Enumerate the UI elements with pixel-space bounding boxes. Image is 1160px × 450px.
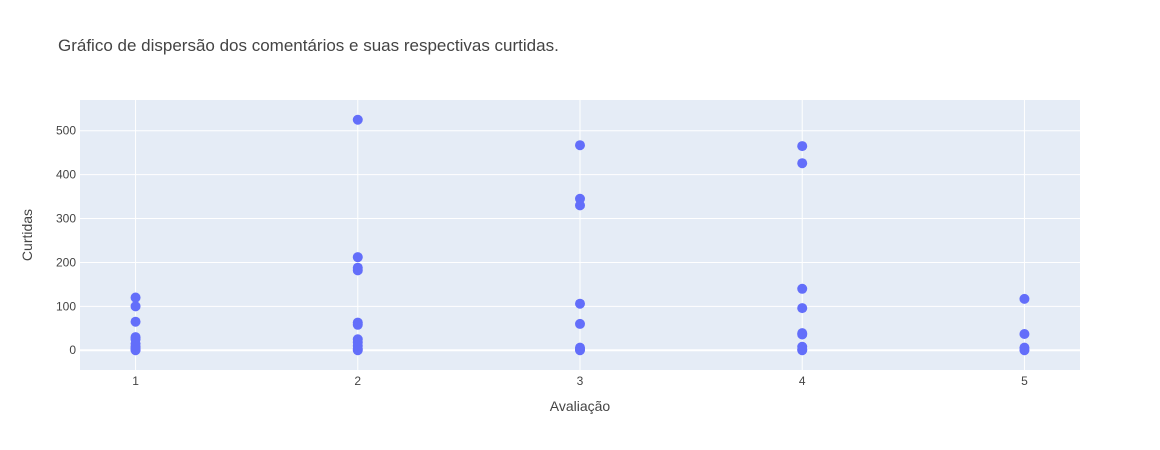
data-point[interactable] bbox=[797, 345, 808, 356]
y-tick-label: 500 bbox=[56, 124, 76, 138]
data-point[interactable] bbox=[1019, 293, 1030, 304]
x-axis-title: Avaliação bbox=[550, 398, 611, 414]
x-tick-label: 4 bbox=[799, 374, 806, 388]
data-point[interactable] bbox=[575, 345, 585, 356]
chart-title: Gráfico de dispersão dos comentários e s… bbox=[58, 36, 559, 55]
y-tick-label: 0 bbox=[69, 343, 76, 357]
y-tick-label: 200 bbox=[56, 255, 76, 269]
data-point[interactable] bbox=[352, 265, 363, 276]
x-tick-label: 2 bbox=[354, 374, 361, 388]
data-point[interactable] bbox=[575, 298, 585, 309]
data-point[interactable] bbox=[130, 316, 141, 327]
data-point[interactable] bbox=[130, 301, 141, 312]
data-point[interactable] bbox=[797, 158, 808, 169]
x-tick-label: 5 bbox=[1021, 374, 1028, 388]
x-tick-label: 1 bbox=[132, 374, 139, 388]
y-tick-label: 400 bbox=[56, 168, 76, 182]
data-point[interactable] bbox=[1019, 329, 1030, 339]
data-point[interactable] bbox=[575, 318, 585, 329]
y-axis-title: Curtidas bbox=[19, 209, 35, 261]
data-point[interactable] bbox=[797, 329, 808, 340]
data-point[interactable] bbox=[352, 252, 363, 263]
data-point[interactable] bbox=[797, 283, 808, 294]
y-tick-label: 100 bbox=[56, 299, 76, 313]
x-tick-labels: 1 2 3 4 5 bbox=[132, 374, 1028, 388]
x-tick-label: 3 bbox=[577, 374, 584, 388]
data-point[interactable] bbox=[352, 319, 363, 330]
data-points[interactable] bbox=[130, 114, 1030, 356]
data-point[interactable] bbox=[797, 141, 808, 152]
y-tick-label: 300 bbox=[56, 212, 76, 226]
data-point[interactable] bbox=[352, 345, 363, 356]
data-point[interactable] bbox=[1019, 345, 1030, 356]
data-point[interactable] bbox=[797, 303, 808, 314]
data-point[interactable] bbox=[130, 345, 141, 356]
data-point[interactable] bbox=[575, 200, 585, 211]
y-tick-labels: 0 100 200 300 400 500 bbox=[56, 124, 76, 358]
data-point[interactable] bbox=[575, 140, 585, 151]
data-point[interactable] bbox=[130, 292, 141, 303]
data-point[interactable] bbox=[352, 114, 363, 125]
